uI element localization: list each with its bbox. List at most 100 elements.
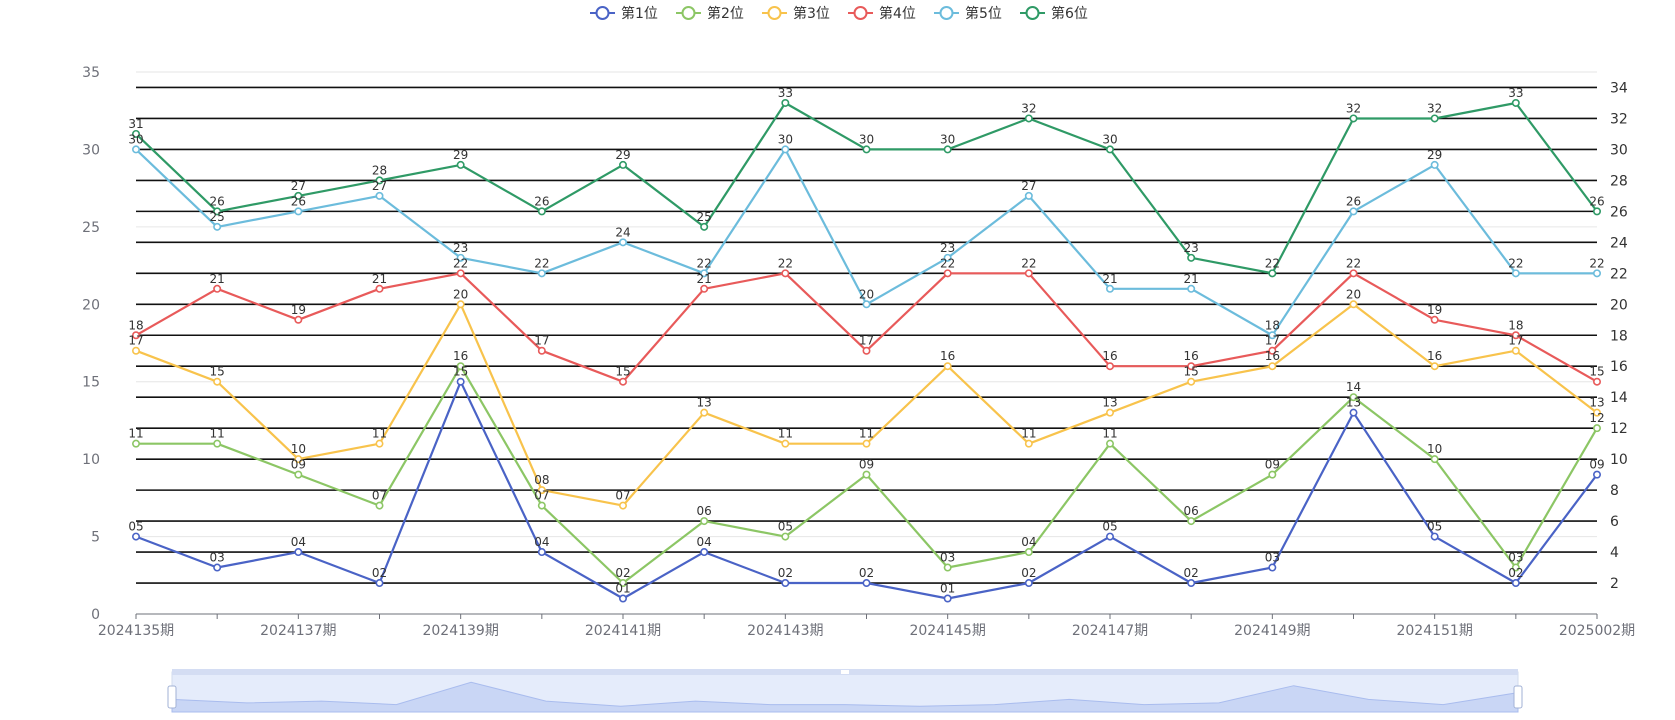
data-point [1024, 579, 1033, 588]
data-point [456, 253, 465, 262]
data-point [1187, 253, 1196, 262]
data-label: 31 [128, 117, 143, 131]
data-label: 30 [778, 132, 793, 146]
data-label: 04 [291, 535, 306, 549]
data-point [375, 439, 384, 448]
data-label: 22 [778, 256, 793, 270]
data-label: 11 [1102, 427, 1117, 441]
data-label: 20 [859, 287, 874, 301]
zoom-right-handle[interactable] [1513, 685, 1523, 709]
data-point [456, 300, 465, 309]
data-point [862, 579, 871, 588]
data-point [1430, 532, 1439, 541]
data-label: 10 [291, 442, 306, 456]
data-point [781, 269, 790, 278]
data-label: 18 [1508, 318, 1523, 332]
x-tick-label: 2024147期 [1072, 623, 1148, 639]
data-label: 26 [210, 194, 225, 208]
data-point [1106, 532, 1115, 541]
y-tick-label: 30 [82, 142, 100, 158]
data-point [294, 548, 303, 557]
data-label: 30 [859, 132, 874, 146]
data-point [1593, 207, 1602, 216]
data-label: 05 [1427, 520, 1442, 534]
data-point [1024, 269, 1033, 278]
zoom-preview-area [171, 681, 1519, 713]
data-point [1430, 160, 1439, 169]
data-point [213, 563, 222, 572]
data-point [1187, 517, 1196, 526]
y-tick-label: 25 [82, 220, 100, 236]
legend-label: 第2位 [707, 5, 744, 22]
data-point [1268, 331, 1277, 340]
x-tick-label: 2024149期 [1234, 623, 1310, 639]
data-point [456, 160, 465, 169]
y-tick-label: 20 [82, 297, 100, 313]
x-tick-label: 2024137期 [260, 623, 336, 639]
zoom-drag-handle[interactable] [841, 670, 849, 674]
data-label: 22 [1508, 256, 1523, 270]
y2-tick-label: 22 [1610, 266, 1628, 282]
data-point [618, 160, 627, 169]
data-label: 11 [128, 427, 143, 441]
data-point [1349, 393, 1358, 402]
data-point [456, 269, 465, 278]
data-label: 20 [453, 287, 468, 301]
data-label: 21 [697, 272, 712, 286]
data-label: 11 [1021, 427, 1036, 441]
data-point [862, 145, 871, 154]
x-tick-label: 2024135期 [98, 623, 174, 639]
data-point [1024, 548, 1033, 557]
data-label: 22 [534, 256, 549, 270]
y2-tick-label: 10 [1610, 452, 1628, 468]
data-label: 02 [1184, 566, 1199, 580]
data-point [943, 253, 952, 262]
legend-item[interactable]: 第5位 [934, 5, 1002, 22]
data-point [1187, 377, 1196, 386]
legend-item[interactable]: 第2位 [676, 5, 744, 22]
legend-item[interactable]: 第4位 [848, 5, 916, 22]
data-label: 26 [534, 194, 549, 208]
data-label: 22 [940, 256, 955, 270]
data-point [1511, 579, 1520, 588]
data-zoom-slider[interactable] [167, 669, 1523, 713]
data-point [1430, 362, 1439, 371]
data-label: 01 [615, 582, 630, 596]
data-label: 23 [940, 241, 955, 255]
data-point [456, 362, 465, 371]
data-label: 14 [1346, 380, 1361, 394]
data-label: 18 [1265, 318, 1280, 332]
data-point [1106, 284, 1115, 293]
data-point [213, 284, 222, 293]
data-point [1187, 579, 1196, 588]
legend-item[interactable]: 第1位 [590, 5, 658, 22]
data-point [781, 439, 790, 448]
data-point [700, 548, 709, 557]
data-label: 05 [128, 520, 143, 534]
data-label: 06 [1184, 504, 1199, 518]
data-label: 17 [128, 334, 143, 348]
legend[interactable]: 第1位 第2位 第3位 第4位 第5位 第6位 [590, 5, 1088, 22]
y2-tick-label: 18 [1610, 328, 1628, 344]
y2-tick-label: 20 [1610, 297, 1628, 313]
data-label: 26 [1589, 194, 1604, 208]
data-label: 21 [210, 272, 225, 286]
data-point [537, 346, 546, 355]
legend-item[interactable]: 第3位 [762, 5, 830, 22]
data-label: 07 [534, 489, 549, 503]
data-label: 21 [1184, 272, 1199, 286]
data-point [700, 222, 709, 231]
zoom-left-handle[interactable] [167, 685, 177, 709]
data-label: 15 [453, 365, 468, 379]
data-label: 26 [291, 194, 306, 208]
data-point [700, 408, 709, 417]
y2-tick-label: 14 [1610, 390, 1628, 406]
data-label: 30 [1102, 132, 1117, 146]
data-label: 22 [1346, 256, 1361, 270]
legend-item[interactable]: 第6位 [1020, 5, 1088, 22]
data-point [537, 269, 546, 278]
data-label: 27 [1021, 179, 1036, 193]
y2-tick-label: 8 [1610, 483, 1619, 499]
